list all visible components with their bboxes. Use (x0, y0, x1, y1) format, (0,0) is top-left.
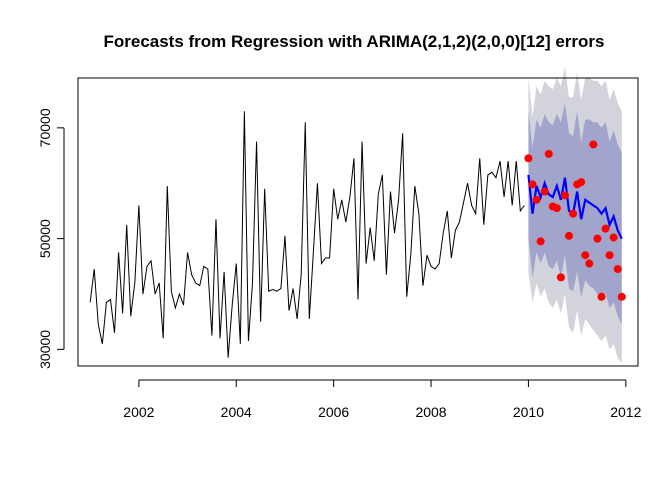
history-line (89, 111, 525, 358)
forecast-mean-line (527, 174, 623, 240)
y-tick-label: 70000 (37, 108, 53, 147)
x-tick-label: 2008 (415, 404, 446, 420)
actual-point (581, 251, 590, 260)
actual-point (613, 265, 622, 274)
actual-point (536, 237, 545, 246)
y-tick-label: 30000 (37, 330, 53, 369)
actual-point (609, 233, 618, 242)
actual-point (605, 251, 614, 260)
actual-point (528, 180, 537, 189)
x-axis: 2002 2004 2006 2008 2010 2012 (123, 379, 642, 420)
actual-point (560, 191, 569, 200)
y-tick-label: 50000 (37, 219, 53, 258)
x-tick-label: 2006 (318, 404, 349, 420)
actual-point (589, 140, 598, 149)
x-tick-label: 2002 (123, 404, 154, 420)
chart-title: Forecasts from Regression with ARIMA(2,1… (103, 32, 604, 51)
actual-point (617, 292, 626, 301)
history-layer (89, 111, 525, 358)
actual-point (524, 154, 533, 163)
actual-point (593, 234, 602, 243)
y-axis: 30000 50000 70000 (37, 108, 65, 369)
actual-point (585, 259, 594, 268)
actual-point (565, 231, 574, 240)
plot-box (77, 77, 639, 367)
actual-point (601, 224, 610, 233)
x-tick-label: 2010 (513, 404, 544, 420)
actual-point (569, 209, 578, 218)
x-tick-label: 2012 (610, 404, 641, 420)
actual-point (540, 187, 549, 196)
forecast-layer (527, 174, 623, 240)
actual-points-layer (524, 140, 626, 301)
actual-point (552, 204, 561, 213)
actual-point (556, 273, 565, 282)
actual-point (577, 178, 586, 187)
x-tick-label: 2004 (221, 404, 252, 420)
actual-point (532, 195, 541, 204)
actual-point (544, 149, 553, 158)
actual-point (597, 292, 606, 301)
